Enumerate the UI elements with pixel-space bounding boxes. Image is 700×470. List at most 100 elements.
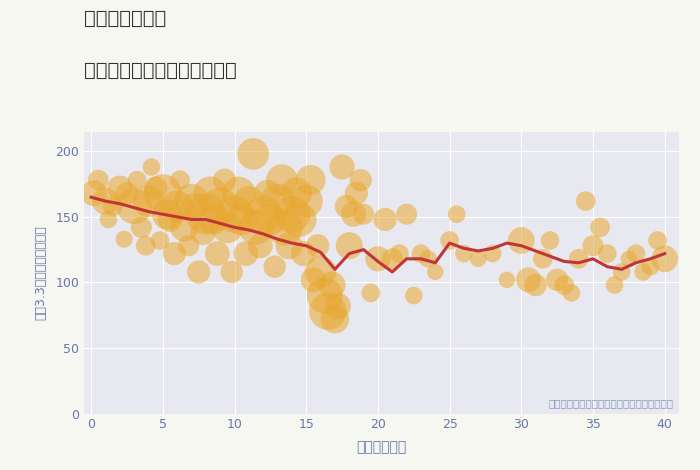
Point: [240, 250, 251, 258]
Point: [103, 216, 114, 223]
Point: [545, 237, 556, 244]
Point: [312, 242, 323, 250]
Point: [638, 268, 649, 276]
Point: [458, 250, 470, 258]
Point: [236, 216, 247, 223]
Point: [365, 289, 377, 297]
Point: [473, 255, 484, 263]
Point: [566, 289, 577, 297]
Point: [530, 282, 541, 289]
Point: [258, 211, 269, 218]
Point: [580, 197, 592, 205]
Point: [386, 255, 398, 263]
Point: [140, 242, 151, 250]
Point: [158, 189, 169, 197]
Point: [169, 250, 180, 258]
Point: [244, 197, 255, 205]
Point: [337, 163, 348, 171]
Point: [255, 242, 266, 250]
Point: [121, 189, 132, 197]
Point: [172, 203, 183, 210]
Point: [452, 211, 463, 218]
Point: [308, 276, 319, 283]
Point: [129, 203, 140, 210]
Point: [114, 184, 125, 192]
Point: [276, 176, 288, 184]
Point: [248, 150, 259, 157]
Point: [623, 255, 634, 263]
Point: [132, 176, 143, 184]
Point: [193, 268, 204, 276]
Point: [430, 268, 441, 276]
Point: [107, 203, 118, 210]
Point: [573, 255, 584, 263]
Point: [602, 250, 613, 258]
Point: [215, 203, 226, 210]
Point: [315, 268, 326, 276]
Point: [300, 197, 312, 205]
Point: [372, 255, 384, 263]
Point: [423, 255, 434, 263]
Point: [355, 176, 366, 184]
Point: [100, 197, 111, 205]
Point: [559, 282, 570, 289]
Point: [631, 250, 642, 258]
Point: [408, 292, 419, 299]
Point: [501, 276, 512, 283]
Point: [207, 216, 218, 223]
Point: [143, 197, 154, 205]
Point: [332, 302, 344, 310]
Point: [523, 276, 534, 283]
Point: [279, 224, 290, 231]
Point: [178, 224, 190, 231]
Point: [516, 237, 527, 244]
Point: [219, 176, 230, 184]
Point: [118, 235, 130, 243]
Point: [226, 268, 237, 276]
Point: [415, 250, 426, 258]
Point: [222, 224, 233, 231]
Y-axis label: 坪（3.3㎡）単価（万円）: 坪（3.3㎡）単価（万円）: [34, 225, 47, 320]
Point: [155, 237, 166, 244]
Point: [290, 189, 302, 197]
Point: [537, 255, 548, 263]
Point: [552, 276, 563, 283]
Point: [162, 211, 173, 218]
Point: [326, 282, 337, 289]
Point: [92, 176, 104, 184]
Point: [174, 176, 186, 184]
Point: [305, 176, 316, 184]
Point: [200, 211, 211, 218]
Point: [136, 224, 147, 231]
Point: [251, 224, 262, 231]
Point: [587, 242, 598, 250]
Point: [351, 189, 362, 197]
Point: [344, 242, 355, 250]
Point: [616, 268, 627, 276]
Point: [146, 163, 157, 171]
Point: [189, 203, 200, 210]
Point: [341, 203, 352, 210]
Point: [379, 216, 391, 223]
Point: [348, 211, 359, 218]
Point: [211, 250, 223, 258]
Point: [88, 189, 99, 197]
Text: 東京都中河原駅: 東京都中河原駅: [84, 9, 167, 28]
Point: [233, 189, 244, 197]
Point: [186, 197, 197, 205]
Point: [272, 197, 284, 205]
X-axis label: 築年数（年）: 築年数（年）: [356, 440, 407, 454]
Point: [358, 211, 369, 218]
Point: [401, 211, 412, 218]
Point: [298, 250, 309, 258]
Point: [293, 216, 304, 223]
Point: [269, 263, 280, 270]
Point: [609, 282, 620, 289]
Point: [204, 189, 216, 197]
Text: 円の大きさは、取引のあった物件面積を示す: 円の大きさは、取引のあった物件面積を示す: [548, 398, 673, 408]
Point: [229, 211, 240, 218]
Point: [319, 292, 330, 299]
Point: [164, 216, 176, 223]
Text: 築年数別中古マンション価格: 築年数別中古マンション価格: [84, 61, 237, 80]
Point: [444, 237, 455, 244]
